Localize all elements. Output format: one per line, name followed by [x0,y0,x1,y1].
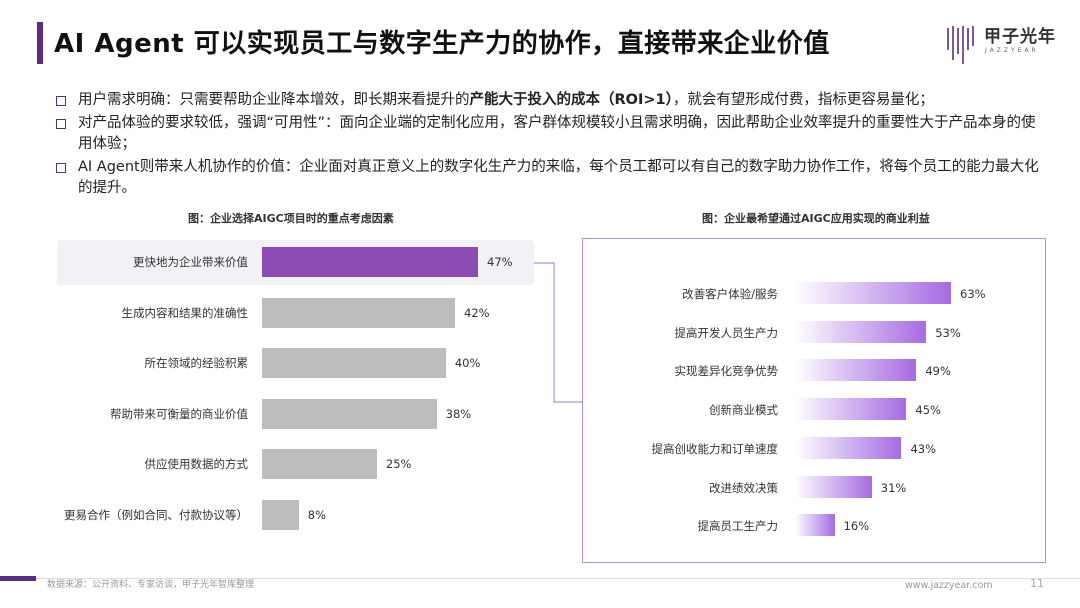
right-chart-bar [795,514,835,537]
footer-accent-bar [0,576,36,581]
right-chart-bar [795,320,927,343]
left-chart-bar [262,297,456,328]
right-chart-value-label: 45% [915,403,941,418]
connector-line [534,262,582,403]
right-chart-category-label: 改进绩效决策 [709,480,778,495]
left-chart-category-label: 生成内容和结果的准确性 [121,305,249,320]
checkbox-square-icon [56,119,66,129]
checkbox-square-icon [56,96,66,106]
left-chart-category-label: 帮助带来可衡量的商业价值 [110,406,248,421]
right-chart-value-label: 49% [925,364,951,379]
left-chart-bar [262,348,446,378]
bullet-list: 用户需求明确：只需要帮助企业降本增效，即长期来看提升的产能大于投入的成本（ROI… [56,90,1046,201]
left-chart-value-label: 8% [307,507,327,522]
right-chart-value-label: 43% [910,441,937,456]
right-chart-category-label: 改善客户体验/服务 [682,287,778,301]
bullet-text: 对产品体验的要求较低，强调“可用性”：面向企业端的定制化应用，客户群体规模较小且… [78,115,1036,152]
right-chart-category-label: 提高员工生产力 [697,519,779,534]
bullet-text: AI Agent则带来人机协作的价值：企业面对真正意义上的数字化生产力的来临，每… [78,159,1039,196]
logo-subtext: JAZZYEAR [985,47,1039,54]
right-chart-value-label: 31% [880,480,907,495]
right-chart-category-label: 创新商业模式 [709,403,778,418]
bullet-text: 用户需求明确：只需要帮助企业降本增效，即长期来看提升的产能大于投入的成本（ROI… [78,92,934,108]
right-chart-category-label: 提高创收能力和订单速度 [651,441,779,456]
page-title: AI Agent 可以实现员工与数字生产力的协作，直接带来企业价值 [54,29,830,59]
left-chart-bar [262,449,377,479]
right-chart-bar [795,359,917,382]
page-number: 11 [1030,577,1044,590]
right-chart-bar [795,436,902,459]
source-note: 数据来源：公开资料、专家访谈，甲子光年智库整理 [47,580,255,590]
logo-text: 甲子光年 [984,27,1056,47]
left-chart-value-label: 40% [454,356,481,370]
left-chart-value-label: 47% [487,255,513,269]
left-chart-bar [262,247,478,277]
left-chart-bar [262,499,299,530]
logo-icon [947,26,974,64]
right-chart-value-label: 16% [843,519,870,534]
left-chart-title: 图：企业选择AIGC项目时的重点考虑因素 [188,212,394,225]
right-chart-title: 图：企业最希望通过AIGC应用实现的商业利益 [702,212,930,225]
right-chart-value-label: 53% [935,325,961,340]
website-link[interactable]: www.jazzyear.com [905,580,993,591]
left-chart-bar [262,398,437,429]
left-chart-value-label: 38% [445,406,472,421]
right-chart-category-label: 实现差异化竞争优势 [674,364,779,379]
footer-divider [36,578,1080,579]
left-chart-category-label: 更易合作（例如合同、付款协议等） [64,507,248,522]
left-chart-value-label: 25% [385,457,412,471]
left-chart-category-label: 供应使用数据的方式 [144,457,249,471]
right-chart-bar [795,398,907,421]
bullet-item: AI Agent则带来人机协作的价值：企业面对真正意义上的数字化生产力的来临，每… [56,157,1046,199]
right-chart-frame [582,238,1046,563]
right-chart-bar [795,475,872,498]
checkbox-square-icon [56,163,66,173]
right-chart-category-label: 提高开发人员生产力 [674,325,779,340]
right-chart-value-label: 63% [960,287,986,301]
left-chart-category-label: 更快地为企业带来价值 [133,255,248,269]
left-chart-value-label: 42% [464,305,490,320]
bullet-item: 对产品体验的要求较低，强调“可用性”：面向企业端的定制化应用，客户群体规模较小且… [56,113,1046,155]
bullet-item: 用户需求明确：只需要帮助企业降本增效，即长期来看提升的产能大于投入的成本（ROI… [56,90,1046,111]
title-accent-bar [37,22,43,64]
right-chart-bar [795,282,951,304]
left-chart-category-label: 所在领域的经验积累 [144,356,249,370]
